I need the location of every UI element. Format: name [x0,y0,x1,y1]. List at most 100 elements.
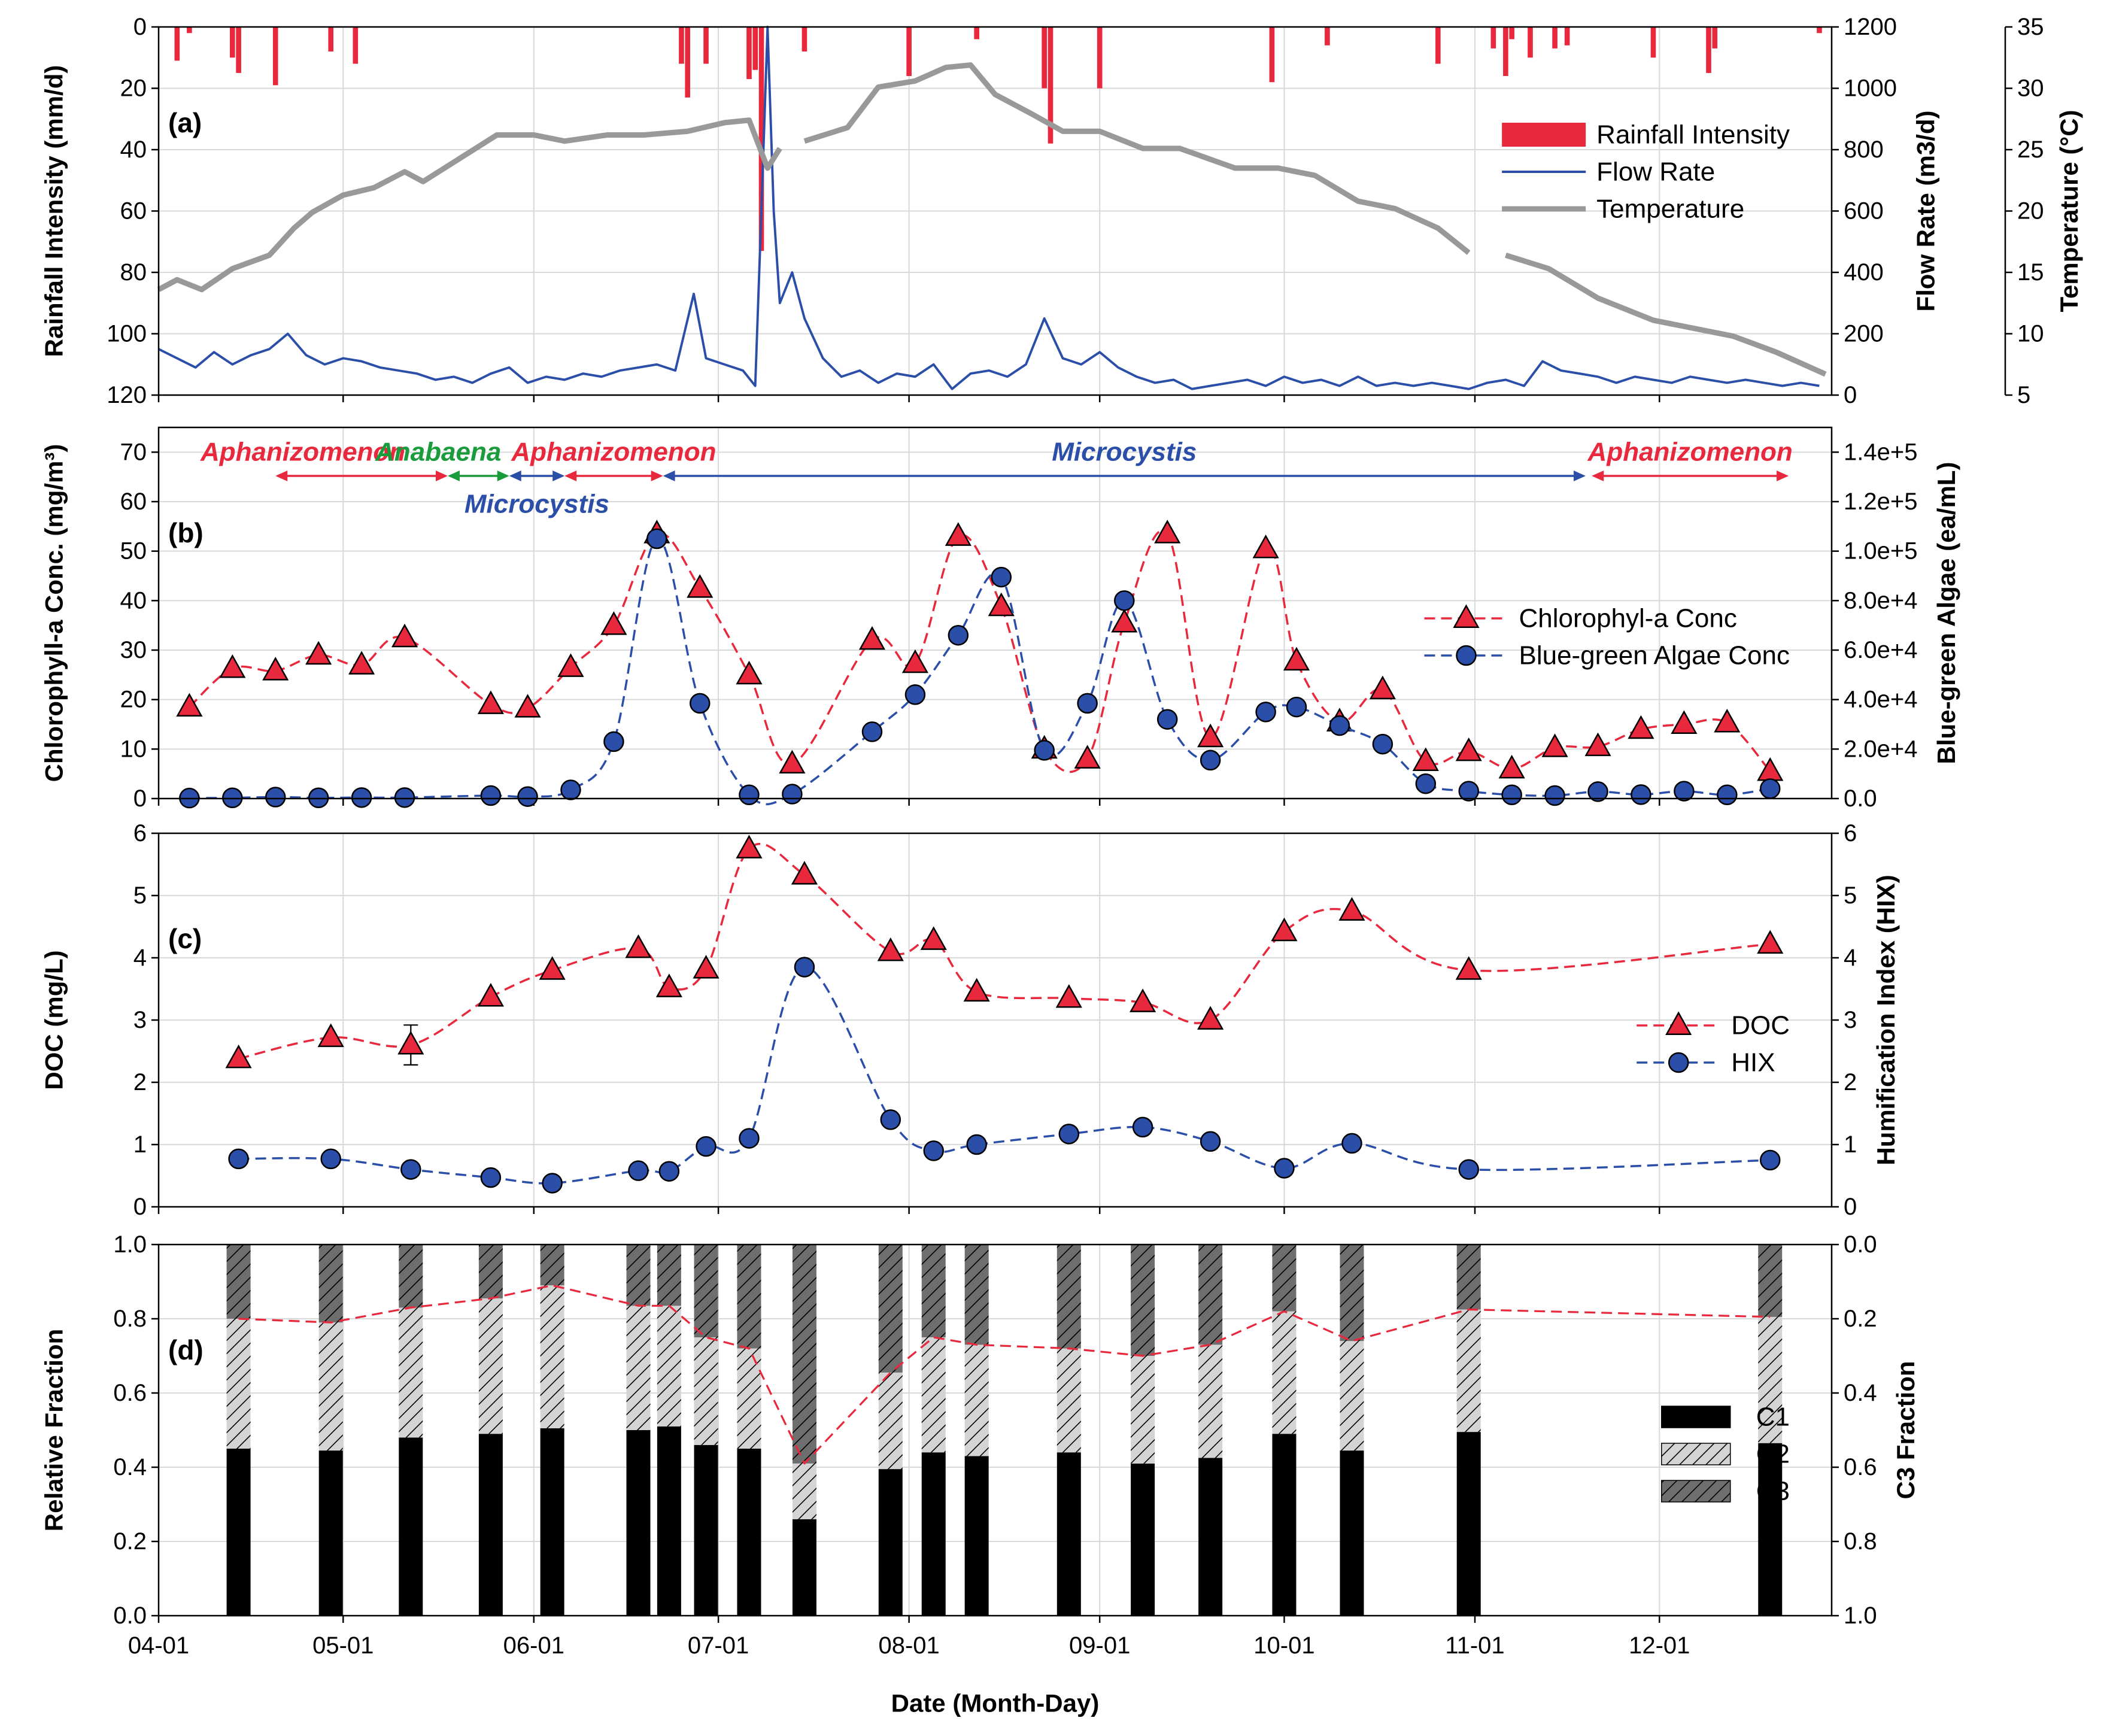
data-point [400,1159,421,1180]
data-point [861,721,883,742]
y3-tick-label: 25 [2017,136,2044,163]
plot-area [226,1245,1783,1616]
bar [1048,27,1054,144]
y3-tick-label: 30 [2017,75,2044,102]
bar-segment [478,1434,503,1616]
data-point [966,1134,987,1155]
data-point [880,1109,901,1130]
period-label: Aphanizomenon [1587,438,1793,467]
bar [1564,27,1570,45]
plot-frame [157,832,1833,1208]
data-point [1341,1133,1362,1154]
bar-segment [1056,1348,1081,1453]
bar-segment [792,1463,816,1519]
y2-tick-label: 0.2 [1844,1306,1877,1332]
y2-tick-label: 0.0 [1844,1231,1877,1258]
data-point [1415,773,1437,794]
y3-tick-label: 20 [2017,198,2044,224]
panel: 0 1 2 3 4 5 6 0 1 2 3 4 5 6 DOC (mg/L) Humification Ind… [40,820,1900,1220]
legend-label: Blue-green Algae Conc [1519,641,1790,670]
legend-marker [1453,604,1480,628]
y-tick-label: 30 [120,637,147,663]
period-label: Aphanizomenon [200,438,405,467]
data-point [739,784,760,806]
bar [353,27,359,64]
data-point [1628,715,1654,739]
arrow-head [1777,471,1789,481]
data-point [696,1136,716,1157]
bar-segment [1758,1316,1783,1443]
data-point [1717,784,1738,806]
bar [1097,27,1103,89]
data-point [658,1161,680,1182]
x-tick-label: 09-01 [1069,1632,1130,1659]
panel-label: (a) [168,107,202,138]
data-point [690,693,711,714]
data-point [1412,747,1439,771]
y2-tick-label: 800 [1844,136,1884,163]
data-point [1501,784,1522,806]
y2-tick-label: 0.0 [1844,785,1877,812]
data-point [1132,1116,1153,1138]
y-tick-label: 50 [120,538,147,564]
data-point [945,522,971,546]
legend-swatch [1661,1480,1731,1503]
x-tick-label: 05-01 [312,1632,374,1659]
legend-label: Flow Rate [1596,157,1715,187]
data-point [228,1148,249,1170]
y-tick-label: 100 [107,321,147,347]
data-point [963,978,990,1002]
y-tick-label: 2 [133,1069,147,1095]
y3-tick-label: 5 [2017,382,2030,408]
y-axis-title: Rainfall Intensity (mm/d) [40,65,68,357]
y3-axis-title: Temperature (°C) [2055,110,2083,312]
data-point [1255,702,1276,723]
legend-swatch [1502,123,1586,147]
data-point [628,1160,649,1181]
bar-segment [792,1245,816,1464]
data-point [1455,737,1482,761]
arrow-head [1573,471,1586,481]
bar-segment [1340,1341,1364,1451]
bar-segment [694,1245,718,1337]
bar-segment [399,1245,423,1308]
data-point [1154,520,1181,544]
bar [758,27,764,251]
bar-segment [878,1245,903,1373]
data-point [477,690,504,714]
arrow-head [552,471,565,481]
data-point [305,641,332,665]
bar-segment [964,1345,989,1456]
data-point [687,574,714,598]
bar [236,27,241,73]
y2-axis-title: Flow Rate (m3/d) [1911,110,1939,311]
legend: C1 C2 C3 [1661,1403,1790,1506]
panel-label: (d) [168,1334,204,1365]
x-tick-label: 10-01 [1253,1632,1314,1659]
data-point [1757,930,1784,954]
bar-segment [964,1245,989,1345]
data-point [539,956,566,980]
arrow-head [564,471,577,481]
data-point [394,787,415,808]
bar-segment [318,1245,343,1323]
legend-label: Temperature [1596,195,1744,224]
data-point [1055,984,1082,1008]
data-point [480,1167,502,1188]
legend-label: C2 [1756,1440,1790,1469]
data-point [739,1128,760,1149]
y-tick-label: 0 [133,14,147,40]
y-tick-label: 60 [120,198,147,224]
period-label: Aphanizomenon [511,438,716,467]
legend-label: DOC [1731,1011,1790,1040]
y-tick-label: 40 [120,587,147,614]
bar-segment [657,1245,681,1306]
bar-segment [1272,1311,1297,1434]
y-tick-label: 6 [133,820,147,846]
data-point [901,649,928,673]
data-point [1544,785,1565,806]
y-axis-title: DOC (mg/L) [40,950,68,1089]
bar-segment [1198,1458,1223,1616]
